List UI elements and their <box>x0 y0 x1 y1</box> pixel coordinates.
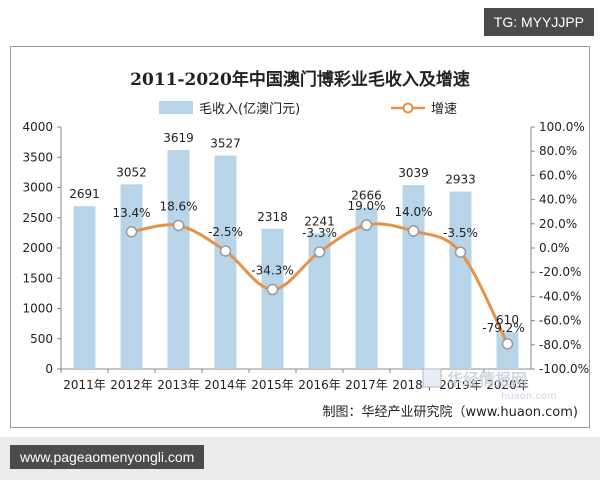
chart-title: 2011-2020年中国澳门博彩业毛收入及增速 <box>130 69 470 90</box>
bar <box>308 233 331 369</box>
y-right-tick-label: -100.0% <box>539 362 589 376</box>
legend-line-label: 增速 <box>431 102 457 117</box>
growth-value-label: 14.0% <box>394 205 432 219</box>
bar-value-label: 3052 <box>116 165 147 179</box>
y-right-tick-label: 0.0% <box>539 241 570 255</box>
x-tick-label: 2017年 <box>345 378 388 392</box>
bar-value-label: 2933 <box>445 173 476 187</box>
bar <box>496 332 519 369</box>
growth-point <box>360 219 373 231</box>
bar-value-label: 2318 <box>257 210 288 224</box>
growth-point <box>125 226 138 238</box>
y-right-tick-label: 40.0% <box>539 193 577 207</box>
y-left-tick-label: 2500 <box>22 211 53 225</box>
growth-value-label: -34.3% <box>251 264 293 278</box>
x-tick-label: 2013年 <box>157 378 200 392</box>
bar-value-label: 3527 <box>210 137 241 151</box>
growth-point <box>313 246 326 258</box>
growth-point <box>407 225 420 237</box>
growth-value-label: -2.5% <box>208 225 243 239</box>
y-left-tick-label: 1000 <box>22 302 53 316</box>
growth-point <box>501 338 514 350</box>
x-tick-label: 2019年 <box>439 378 482 392</box>
growth-value-label: 13.4% <box>112 206 150 220</box>
bar <box>261 228 284 369</box>
x-tick-label: 2014年 <box>204 378 247 392</box>
growth-value-label: -3.3% <box>302 226 337 240</box>
y-left-tick-label: 4000 <box>22 120 53 134</box>
y-left-tick-label: 0 <box>45 362 53 376</box>
growth-value-label: 18.6% <box>159 199 197 213</box>
growth-value-label: 19.0% <box>347 199 385 213</box>
x-tick-label: 2015年 <box>251 378 294 392</box>
y-right-tick-label: -80.0% <box>539 338 581 352</box>
logo-url: huaon.com <box>501 391 557 402</box>
bar <box>355 207 378 369</box>
y-right-tick-label: -60.0% <box>539 314 581 328</box>
bar <box>73 206 96 369</box>
x-tick-label: 2020年 <box>486 378 529 392</box>
bar <box>449 191 472 369</box>
source-note: 制图：华经产业研究院（www.huaon.com) <box>323 405 578 420</box>
x-tick-label: 2016年 <box>298 378 341 392</box>
bar-value-label: 2691 <box>69 187 100 201</box>
bar <box>214 155 237 369</box>
y-right-tick-label: 80.0% <box>539 144 577 158</box>
y-right-tick-label: 60.0% <box>539 168 577 182</box>
y-left-tick-label: 3500 <box>22 150 53 164</box>
bar <box>167 150 190 369</box>
growth-value-label: -79.2% <box>482 321 524 335</box>
x-tick-label: 2011年 <box>63 378 106 392</box>
chart-svg: 2011-2020年中国澳门博彩业毛收入及增速 毛收入(亿澳门元) 增速 0 50… <box>22 69 589 420</box>
y-right-tick-label: -20.0% <box>539 265 581 279</box>
growth-point <box>454 246 467 258</box>
y-left-tick-label: 1500 <box>22 271 53 285</box>
y-right-tick-label: 100.0% <box>539 120 585 134</box>
growth-point <box>219 245 232 257</box>
growth-point <box>172 219 185 232</box>
y-left-tick-label: 3000 <box>22 181 53 195</box>
bar-value-label: 2241 <box>304 214 335 228</box>
bar-value-label: 2666 <box>351 189 382 203</box>
y-right-tick-label: -40.0% <box>539 289 581 303</box>
footer-url: www.pageaomenyongli.com <box>10 445 205 469</box>
growth-value-label: -3.5% <box>443 226 478 240</box>
watermark-tag: TG: MYYJJPP <box>483 8 594 36</box>
footer-bar: www.pageaomenyongli.com <box>0 437 600 480</box>
y-left-tick-label: 2000 <box>22 241 53 255</box>
bar-value-label: 3619 <box>163 131 194 145</box>
chart-frame: 2011-2020年中国澳门博彩业毛收入及增速 毛收入(亿澳门元) 增速 0 50… <box>10 46 590 428</box>
legend-bar-label: 毛收入(亿澳门元) <box>199 101 300 117</box>
legend-line-marker <box>402 102 414 114</box>
x-tick-label: 2012年 <box>110 378 153 392</box>
logo-mark <box>422 368 442 388</box>
legend-bar-swatch <box>159 101 193 114</box>
y-left-tick-label: 500 <box>30 332 53 346</box>
bar-value-label: 610 <box>496 313 519 327</box>
logo-text: 华经情报网 <box>447 370 527 389</box>
bar-value-label: 3039 <box>398 166 429 180</box>
growth-point <box>266 283 279 296</box>
y-right-tick-label: 20.0% <box>539 217 577 231</box>
